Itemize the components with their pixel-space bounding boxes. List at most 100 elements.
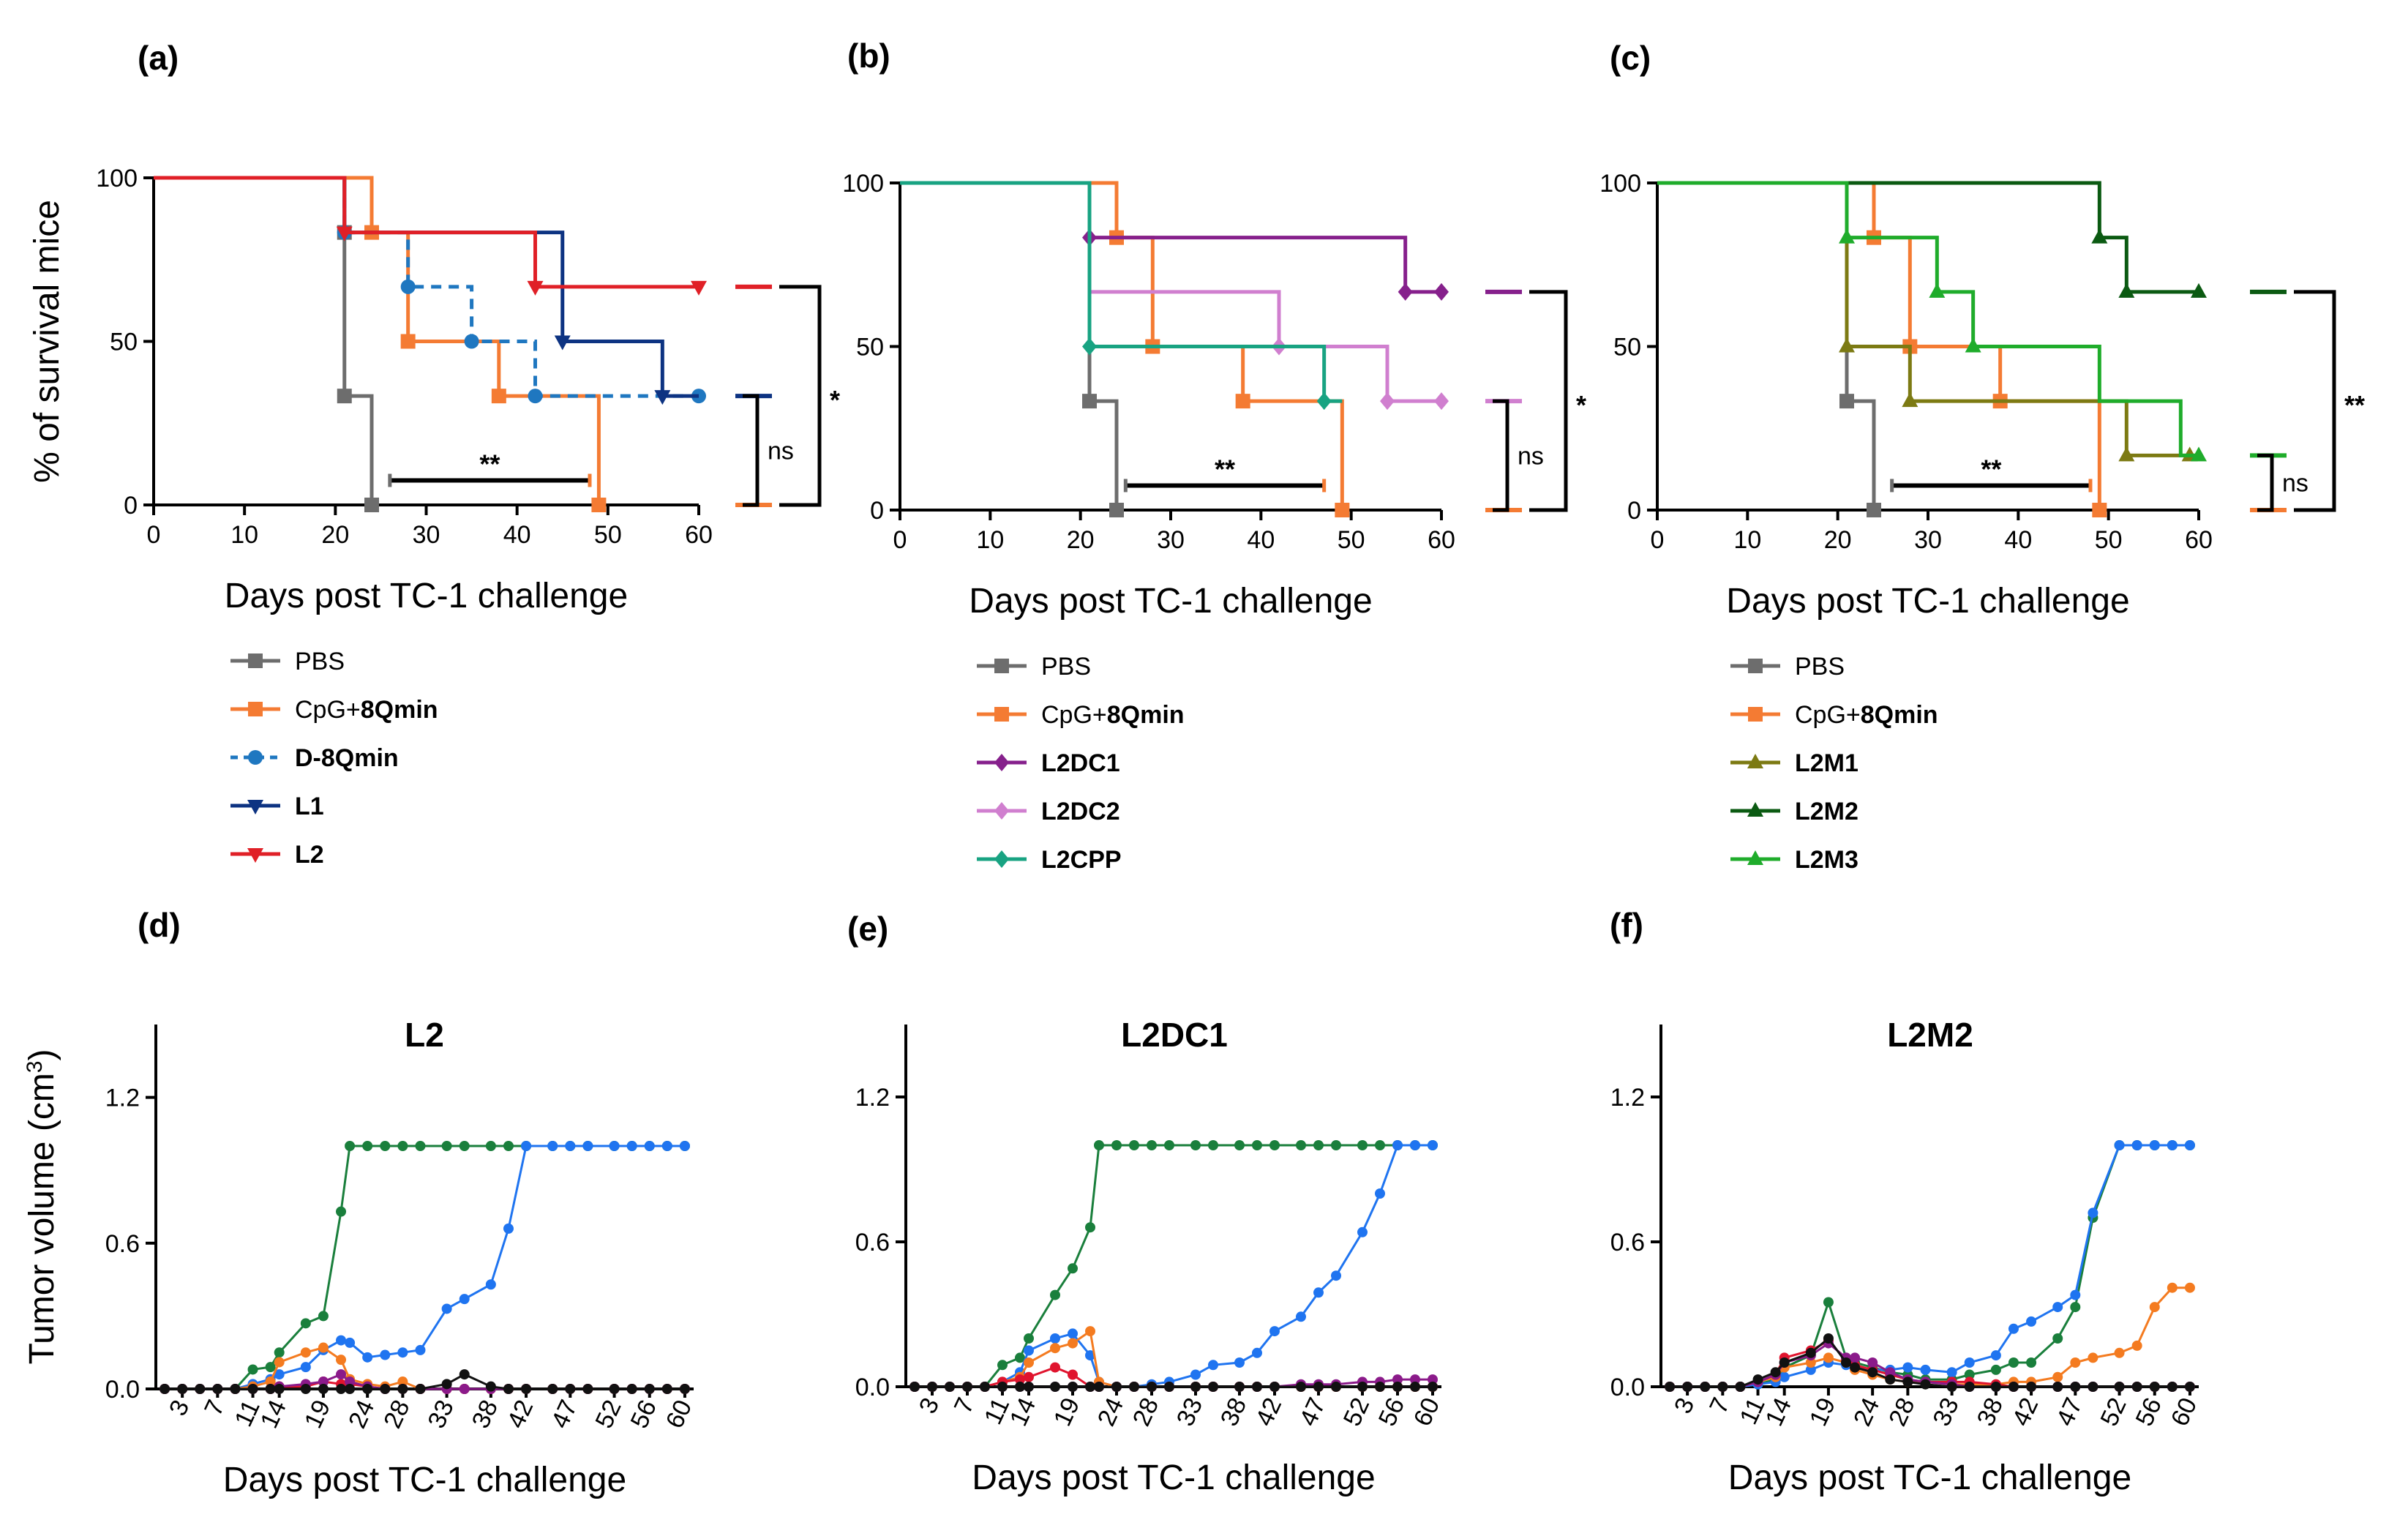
- x-tick-label: 38: [1972, 1393, 2008, 1430]
- x-tick-label: 28: [378, 1396, 415, 1432]
- x-tick-label: 24: [1092, 1393, 1129, 1430]
- series-marker: [1335, 503, 1350, 517]
- data-point: [1964, 1382, 1975, 1392]
- survival-panel-3: (c) 0 10 20 30 40 50 60 0 50 100 Days post TC-1 cha…: [1599, 39, 2365, 874]
- data-point: [1392, 1382, 1403, 1392]
- data-point: [362, 1141, 373, 1151]
- series-marker: [1965, 337, 1981, 353]
- x-tick-label: 47: [546, 1396, 582, 1432]
- data-point: [521, 1384, 532, 1394]
- x-tick-label: 33: [422, 1396, 459, 1432]
- data-point: [1805, 1364, 1816, 1375]
- x-tick-label: 19: [1804, 1393, 1841, 1430]
- x-tick-label: 52: [590, 1396, 626, 1432]
- legend-label: L2M1: [1795, 749, 1858, 777]
- data-point: [336, 1384, 347, 1394]
- x-tick-label: 0: [893, 526, 907, 554]
- legend-item: L1: [230, 793, 324, 820]
- legend-item: CpG+8Qmin: [230, 696, 438, 724]
- data-point: [1735, 1382, 1746, 1392]
- data-point: [582, 1141, 593, 1151]
- range-label: **: [1981, 454, 2001, 484]
- x-tick-label: 20: [1824, 526, 1852, 554]
- y-tick-label: 0.6: [855, 1229, 890, 1256]
- data-point: [1867, 1367, 1878, 1378]
- legend-marker: [247, 848, 263, 863]
- series-marker: [1902, 392, 1918, 408]
- data-point: [2052, 1302, 2063, 1313]
- series-line: [1657, 181, 1876, 510]
- data-point: [1410, 1140, 1420, 1150]
- data-point: [503, 1223, 514, 1234]
- data-point: [997, 1360, 1008, 1371]
- data-point: [1024, 1382, 1034, 1392]
- data-point: [397, 1384, 408, 1394]
- significance-label: *: [1576, 390, 1586, 420]
- series-line: [154, 176, 699, 289]
- data-point: [626, 1384, 637, 1394]
- x-tick-label: 40: [2004, 526, 2032, 554]
- series-marker: [654, 390, 671, 405]
- data-point: [2026, 1382, 2037, 1392]
- data-point: [582, 1384, 593, 1394]
- data-point: [1682, 1382, 1693, 1392]
- ns-bracket: [1493, 399, 1509, 512]
- panel-label: (d): [138, 906, 181, 944]
- data-point: [2131, 1340, 2142, 1351]
- legend-label: L2DC2: [1041, 798, 1120, 825]
- data-point: [679, 1141, 690, 1151]
- data-point: [1015, 1382, 1025, 1392]
- data-point: [274, 1384, 285, 1394]
- series-marker: [1867, 503, 1881, 517]
- series-line: [1657, 181, 2199, 457]
- x-tick-label: 38: [1215, 1393, 1252, 1430]
- data-point: [362, 1384, 373, 1394]
- data-point: [1296, 1140, 1306, 1150]
- data-point: [1147, 1382, 1157, 1392]
- y-tick-label: 0.6: [1610, 1229, 1645, 1256]
- data-point: [2088, 1207, 2098, 1218]
- data-point: [1946, 1382, 1957, 1392]
- data-point: [459, 1141, 470, 1151]
- data-point: [2167, 1140, 2178, 1150]
- data-point: [230, 1384, 241, 1394]
- data-point: [547, 1384, 558, 1394]
- data-point: [1902, 1376, 1913, 1387]
- data-point: [2008, 1382, 2019, 1392]
- legend-item: CpG+8Qmin: [977, 701, 1185, 729]
- data-point: [265, 1362, 276, 1373]
- series-marker: [1434, 282, 1449, 301]
- x-tick-label: 50: [2095, 526, 2123, 554]
- data-point: [1050, 1333, 1060, 1344]
- data-point: [1357, 1140, 1368, 1150]
- chart-title: L2: [405, 1016, 444, 1054]
- data-point: [1313, 1382, 1324, 1392]
- significance-label: **: [2344, 390, 2365, 420]
- ns-label: ns: [768, 438, 794, 465]
- data-point: [1147, 1140, 1157, 1150]
- data-point: [909, 1382, 920, 1392]
- legend-item: PBS: [230, 648, 345, 675]
- data-point: [336, 1206, 347, 1217]
- data-point: [1208, 1360, 1218, 1371]
- data-point: [1085, 1326, 1095, 1337]
- data-point: [336, 1355, 347, 1366]
- series-marker: [2191, 446, 2207, 462]
- data-point: [1885, 1374, 1896, 1385]
- series-marker: [2118, 282, 2135, 298]
- data-point: [1375, 1188, 1385, 1199]
- data-point: [962, 1382, 972, 1392]
- x-tick-label: 47: [2051, 1393, 2088, 1430]
- data-point: [1964, 1369, 1975, 1380]
- data-point: [980, 1382, 990, 1392]
- series-marker: [1839, 394, 1854, 409]
- x-tick-label: 42: [502, 1396, 539, 1432]
- data-point: [927, 1382, 937, 1392]
- x-tick-label: 28: [1128, 1393, 1164, 1430]
- data-point: [1094, 1140, 1104, 1150]
- data-point: [1164, 1140, 1174, 1150]
- x-tick-label: 0: [1651, 526, 1665, 554]
- data-point: [1428, 1374, 1438, 1385]
- legend-label: L1: [295, 793, 324, 820]
